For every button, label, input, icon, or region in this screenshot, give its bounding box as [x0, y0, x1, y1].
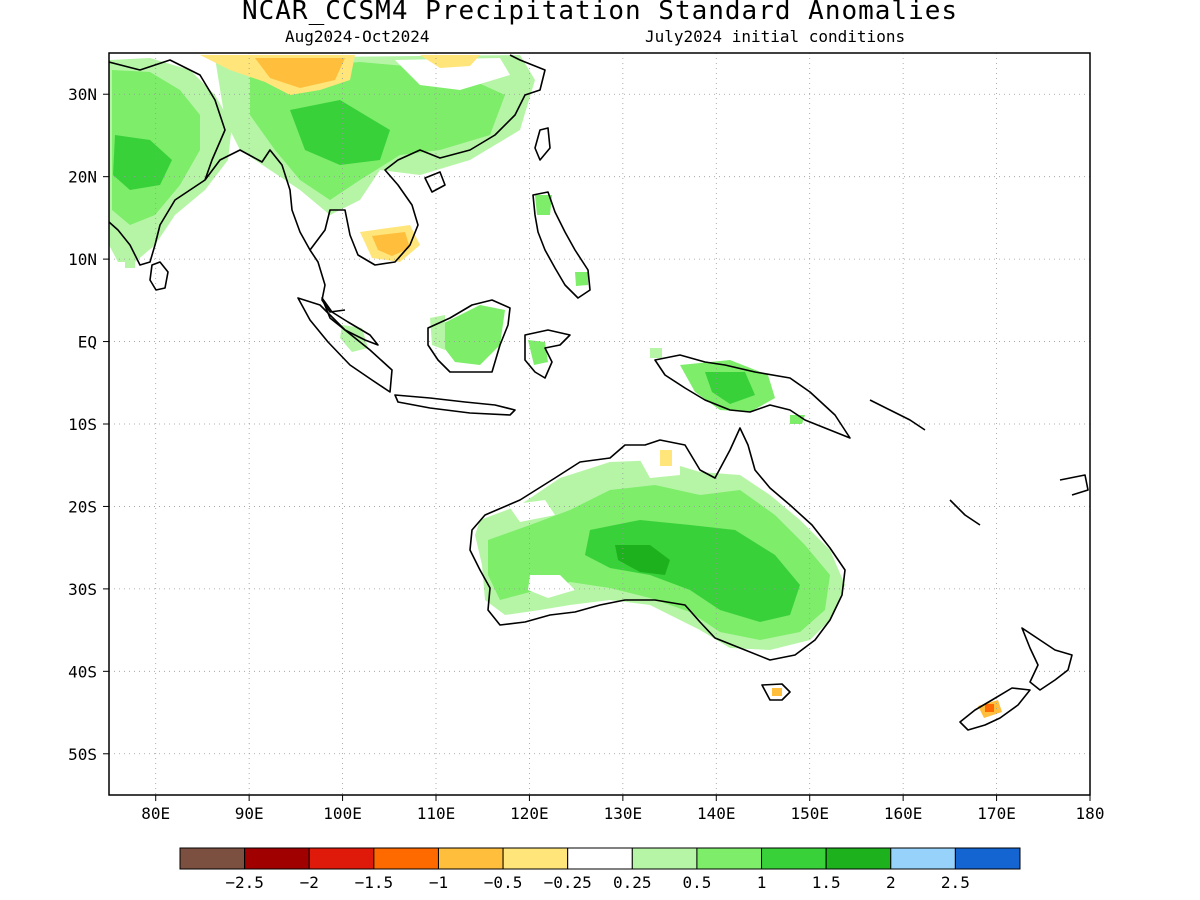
map-title: NCAR_CCSM4 Precipitation Standard Anomal… — [241, 0, 959, 26]
colorbar-label: 0.25 — [613, 873, 652, 892]
anomaly-fields — [109, 55, 1002, 718]
colorbar-label: 2.5 — [941, 873, 970, 892]
colorbar-label: −0.5 — [484, 873, 523, 892]
anomaly-region-philippines — [575, 272, 588, 286]
anomaly-region-luzon — [535, 195, 552, 215]
coast-philippines — [532, 191, 591, 299]
colorbar-swatch — [954, 847, 1021, 870]
anomaly-region-australia-dry — [660, 450, 672, 466]
coast-taiwan — [534, 127, 551, 161]
colorbar-label: 1.5 — [812, 873, 841, 892]
anomaly-region-north-dry — [420, 55, 480, 68]
colorbar-swatch — [631, 847, 698, 870]
lon-tick-label: 90E — [235, 804, 264, 823]
anomaly-region-sulawesi — [528, 340, 548, 365]
anomaly-region-borneo — [440, 305, 505, 365]
colorbar-label: −0.25 — [544, 873, 592, 892]
lon-tick-label: 80E — [141, 804, 170, 823]
anomaly-region-new-guinea-east — [790, 415, 805, 424]
lat-tick-label: 20S — [68, 497, 97, 516]
coast-java — [394, 394, 516, 416]
coast-australia — [469, 427, 846, 661]
coast-borneo — [427, 299, 511, 373]
forecast-period: Aug2024-Oct2024 — [285, 27, 430, 46]
lat-tick-label: 50S — [68, 745, 97, 764]
lon-tick-label: 110E — [417, 804, 456, 823]
colorbar-swatch — [179, 847, 246, 870]
coast-hainan — [424, 171, 446, 193]
lon-tick-label: 170E — [977, 804, 1016, 823]
lat-tick-label: 40S — [68, 662, 97, 681]
colorbar-label: 0.5 — [682, 873, 711, 892]
coast-new-zealand-north — [1021, 627, 1073, 691]
colorbar-swatch — [502, 847, 569, 870]
colorbar-swatch — [890, 847, 956, 870]
colorbar-label: −1 — [429, 873, 448, 892]
graticule — [109, 53, 1090, 795]
lat-tick-label: 10N — [68, 250, 97, 269]
colorbar-label: −2 — [300, 873, 319, 892]
colorbar-swatch — [761, 847, 827, 870]
anomaly-region-nz-dry-core — [985, 704, 994, 712]
colorbar-label: −2.5 — [225, 873, 264, 892]
coastlines — [109, 54, 1089, 731]
colorbar: −2.5 −2 −1.5 −1 −0.5 −0.25 0.25 0.5 1 1.5 2 2.5 — [179, 847, 1021, 892]
anomaly-region-australia-white-2 — [508, 500, 555, 522]
lon-tick-label: 130E — [604, 804, 643, 823]
lon-tick-label: 100E — [323, 804, 362, 823]
colorbar-swatch — [567, 847, 633, 870]
coast-sulawesi — [524, 329, 571, 379]
colorbar-swatch — [308, 847, 375, 870]
colorbar-swatch — [244, 847, 310, 870]
anomaly-region-china-strong — [290, 100, 390, 165]
colorbar-swatch — [373, 847, 439, 870]
coast-tasmania — [761, 683, 791, 701]
colorbar-swatch — [825, 847, 892, 870]
anomaly-region-malaysia — [650, 348, 662, 358]
lat-tick-label: 20N — [68, 168, 97, 187]
coast-pacific-islands — [869, 399, 1089, 526]
lat-tick-label: 10S — [68, 415, 97, 434]
anomaly-region-china-white — [395, 58, 510, 90]
lat-tick-label: 30S — [68, 580, 97, 599]
anomaly-region-sri-lanka — [125, 258, 135, 268]
coast-malay-peninsula — [321, 297, 379, 346]
colorbar-label: −1.5 — [355, 873, 394, 892]
anomaly-region-tasmania-dry — [772, 688, 782, 696]
colorbar-swatch — [437, 847, 504, 870]
coast-new-zealand-south — [959, 687, 1031, 731]
initial-conditions: July2024 initial conditions — [645, 27, 906, 46]
colorbar-swatch — [696, 847, 763, 870]
longitude-tick-labels: 80E 90E 100E 110E 120E 130E 140E 150E 160E 170E 18… — [141, 795, 1104, 823]
lon-tick-label: 180 — [1076, 804, 1105, 823]
lon-tick-label: 150E — [790, 804, 829, 823]
anomaly-region-tibet-dry-core — [255, 58, 345, 88]
coast-new-guinea — [654, 354, 851, 439]
anomaly-region-new-guinea-core — [705, 372, 755, 404]
coast-sri-lanka — [149, 261, 169, 291]
latitude-tick-labels: 30N 20N 10N EQ 10S 20S 30S 40S 50S — [68, 85, 109, 764]
lon-tick-label: 140E — [697, 804, 736, 823]
colorbar-label: 1 — [757, 873, 767, 892]
anomaly-region-australia-max — [615, 545, 670, 575]
anomaly-region-cambodia-dry-core — [372, 232, 410, 256]
anomaly-region-borneo-edge — [430, 315, 445, 350]
lon-tick-label: 120E — [510, 804, 549, 823]
lon-tick-label: 160E — [884, 804, 923, 823]
lat-tick-label: 30N — [68, 85, 97, 104]
anomaly-region-australia-white-1 — [528, 575, 575, 598]
lat-tick-label: EQ — [78, 333, 97, 352]
anomaly-region-india-strong — [113, 135, 172, 190]
coast-asia — [109, 54, 546, 313]
colorbar-label: 2 — [886, 873, 896, 892]
coast-sumatra — [297, 297, 393, 393]
